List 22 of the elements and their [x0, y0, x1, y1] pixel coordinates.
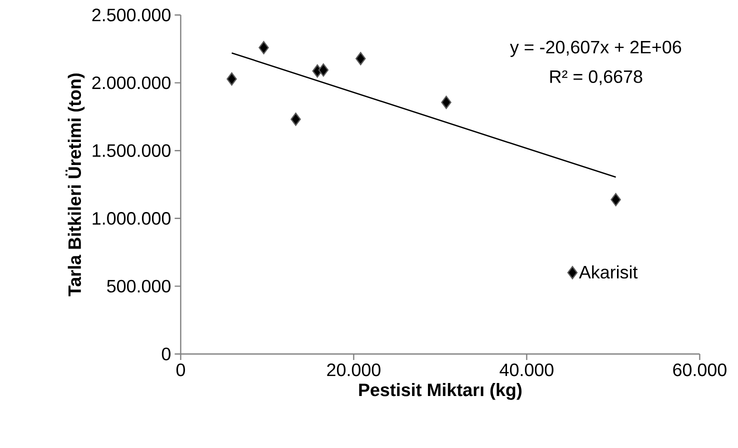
y-tick-label: 2.500.000: [92, 8, 170, 22]
x-tick-label: 20.000: [327, 364, 380, 376]
x-axis-title: Pestisit Miktarı (kg): [359, 383, 522, 400]
point: [258, 41, 269, 54]
x-tick-label: 40.000: [500, 364, 554, 376]
y-tick-label: 0: [162, 348, 170, 360]
point: [290, 112, 301, 126]
point: [226, 72, 237, 86]
y-tick-label: 500.000: [107, 280, 170, 293]
point: [318, 63, 329, 77]
x-tick-label: 60.000: [673, 364, 726, 376]
y-axis-title: Tarla Bitkileri Üretimi (ton): [66, 73, 85, 296]
point: [356, 52, 366, 66]
y-tick-label: 1.500.000: [92, 144, 170, 157]
x-tick-label: 0: [176, 364, 185, 376]
legend-label: Akarisit: [578, 265, 638, 279]
point: [441, 96, 452, 109]
annotation: R² = 0,6678: [550, 70, 642, 86]
y-tick-label: 2.000.000: [92, 76, 170, 90]
point: [610, 193, 621, 206]
y-tick-label: 1.000.000: [92, 212, 170, 225]
annotation: y = -20,607x + 2E+06: [510, 40, 682, 58]
